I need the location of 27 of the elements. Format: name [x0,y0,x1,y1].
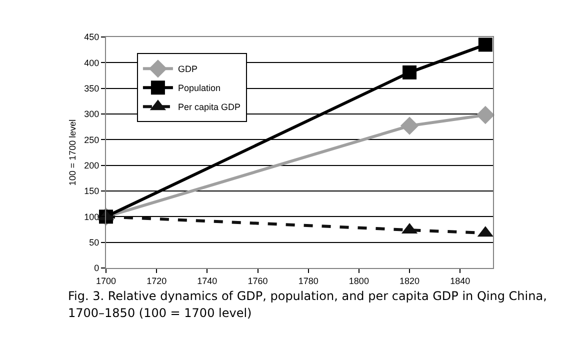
legend-label: Per capita GDP [178,102,240,112]
point [400,116,419,135]
y-tick-label: 0 [94,263,100,274]
y-tick-label: 150 [84,186,100,196]
legend-label: GDP [178,64,198,74]
y-tick-label: 250 [84,134,100,145]
x-tick-label: 1780 [298,276,318,286]
x-tick-label: 1740 [197,276,218,286]
y-tick-label: 450 [84,32,100,42]
y-tick-label: 50 [89,237,100,248]
x-tick-label: 1760 [248,276,268,286]
point [478,38,492,52]
x-tick-label: 1800 [348,276,369,286]
y-tick-label: 350 [84,83,100,94]
y-tick-label: 100 [84,212,100,222]
caption: Fig. 3. Relative dynamics of GDP, population, and per capita GDP in Qing China, 1700–1850 (100 = 1700 level) [68,288,548,322]
y-axis-title: 100 = 1700 level [68,119,78,186]
x-tick-label: 1820 [400,276,420,286]
x-tick-label: 1700 [96,276,116,286]
y-tick-label: 300 [84,109,100,120]
point [476,106,495,124]
y-tick-label: 200 [84,160,100,170]
x-tick-label: 1720 [146,276,167,286]
x-tick-label: 1840 [450,276,470,286]
legend-label: Population [178,83,221,94]
point [402,65,417,80]
y-tick-label: 400 [84,58,100,68]
